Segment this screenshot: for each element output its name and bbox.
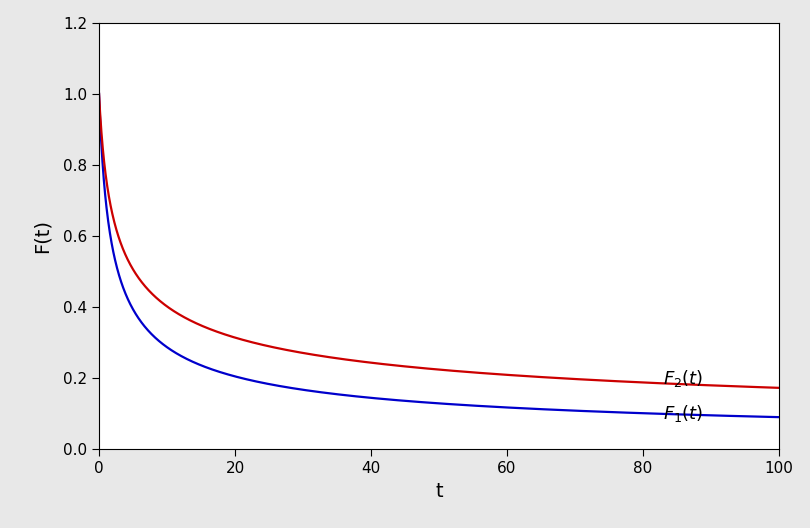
Text: $F_2(t)$: $F_2(t)$	[663, 367, 704, 389]
Text: $F_1(t)$: $F_1(t)$	[663, 403, 704, 424]
X-axis label: t: t	[435, 482, 443, 501]
Y-axis label: F(t): F(t)	[33, 219, 52, 253]
